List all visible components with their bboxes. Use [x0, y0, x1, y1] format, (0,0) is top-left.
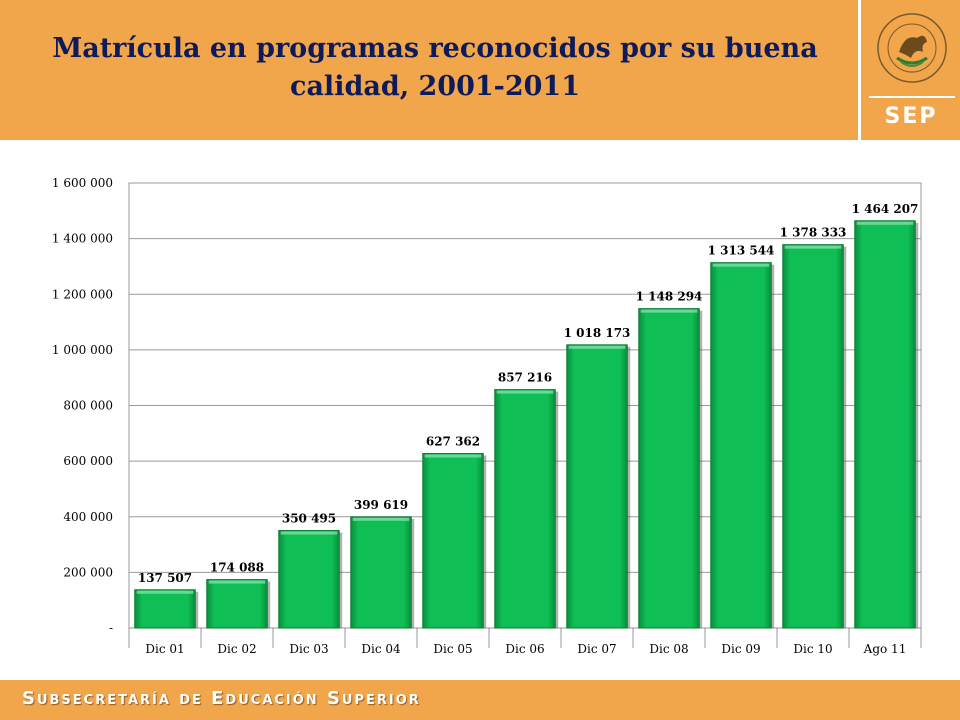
- bar: [782, 244, 844, 629]
- x-tick-label: Dic 10: [793, 642, 832, 656]
- bar: [710, 262, 772, 629]
- x-tick-label: Dic 04: [361, 642, 401, 656]
- footer-text: Subsecretaría de Educación Superior: [22, 688, 421, 709]
- sep-logo-panel: SEP: [858, 0, 960, 140]
- data-label: 350 495: [282, 512, 336, 526]
- footer-banner: [0, 680, 960, 720]
- bar-highlight: [352, 517, 410, 521]
- sep-logo-text: SEP: [884, 104, 938, 129]
- bar-highlight: [280, 531, 338, 535]
- bar: [638, 308, 700, 629]
- data-label: 1 148 294: [636, 290, 703, 304]
- page-title: Matrícula en programas reconocidos por s…: [52, 33, 818, 102]
- chart-svg: - 200 000 400 000 600 000 800 000 1 000 000 1 …: [52, 176, 922, 656]
- data-label: 1 018 173: [564, 326, 631, 340]
- bar-highlight: [208, 580, 266, 584]
- bar: [134, 589, 196, 629]
- bar-highlight: [496, 390, 554, 394]
- bar-chart: - 200 000 400 000 600 000 800 000 1 000 000 1 …: [0, 140, 960, 680]
- x-tick-label: Dic 03: [289, 642, 328, 656]
- y-tick-label: 400 000: [63, 510, 113, 524]
- x-tick-label: Dic 01: [145, 642, 184, 656]
- national-seal-icon: [877, 13, 947, 83]
- x-tick-label: Dic 08: [649, 642, 688, 656]
- y-tick-label: 1 200 000: [52, 287, 113, 301]
- y-tick-label: 1 400 000: [52, 232, 113, 246]
- y-tick-label: 800 000: [63, 399, 113, 413]
- x-tick-label: Dic 07: [577, 642, 616, 656]
- bar-highlight: [712, 263, 770, 267]
- y-tick-label: 1 000 000: [52, 343, 113, 357]
- bar-highlight: [784, 245, 842, 249]
- y-tick-label: 600 000: [63, 454, 113, 468]
- bar-highlight: [568, 345, 626, 349]
- bar-highlight: [136, 590, 194, 594]
- bar: [422, 453, 484, 629]
- x-tick-label: Ago 11: [863, 642, 907, 656]
- data-label: 137 507: [138, 571, 192, 585]
- x-tick-label: Dic 06: [505, 642, 544, 656]
- bar: [350, 516, 412, 629]
- bar-highlight: [424, 454, 482, 458]
- bar: [494, 389, 556, 629]
- bar: [854, 220, 916, 629]
- x-tick-label: Dic 05: [433, 642, 472, 656]
- bar-highlight: [640, 309, 698, 313]
- bar: [278, 530, 340, 629]
- header-banner: [0, 0, 960, 140]
- data-label: 1 378 333: [780, 226, 847, 240]
- bar-highlight: [856, 221, 914, 225]
- data-label: 857 216: [498, 371, 552, 385]
- data-label: 1 313 544: [708, 244, 775, 258]
- data-label: 1 464 207: [852, 202, 919, 216]
- y-tick-label: 1 600 000: [52, 176, 113, 190]
- bar: [566, 344, 628, 629]
- x-tick-label: Dic 02: [217, 642, 256, 656]
- bar: [206, 579, 268, 629]
- y-tick-label: 200 000: [63, 565, 113, 579]
- data-label: 627 362: [426, 435, 480, 449]
- logo-divider: [869, 96, 955, 98]
- data-label: 399 619: [354, 498, 408, 512]
- data-label: 174 088: [210, 561, 264, 575]
- y-tick-label: -: [109, 621, 113, 635]
- x-tick-label: Dic 09: [721, 642, 760, 656]
